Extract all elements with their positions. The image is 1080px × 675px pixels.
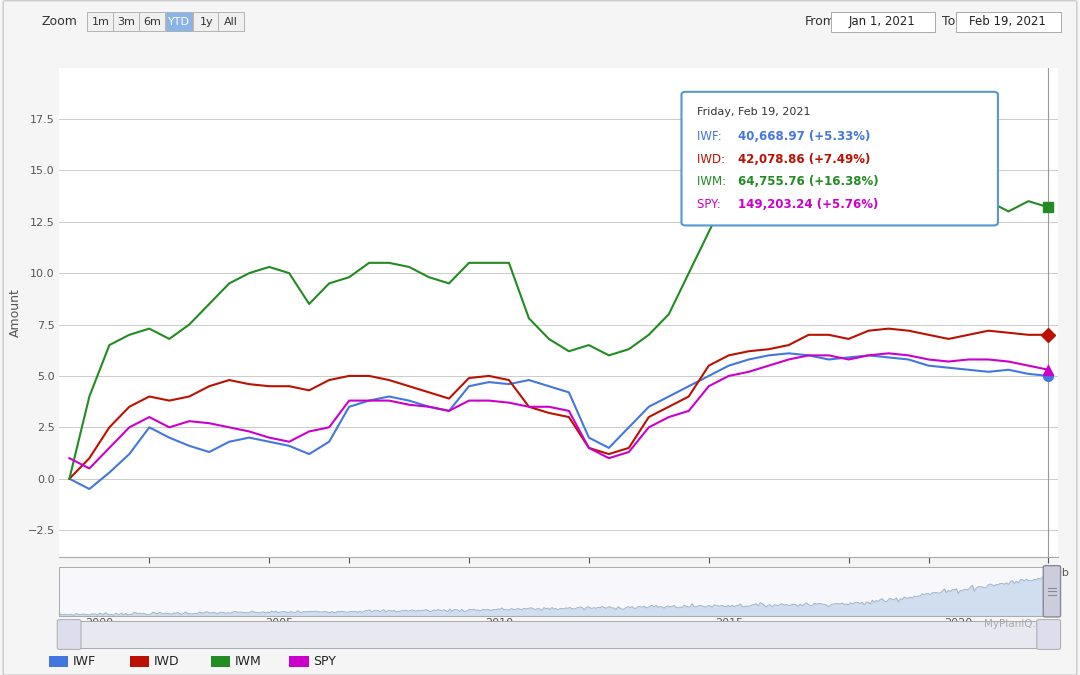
Text: ▶: ▶ (1045, 630, 1052, 639)
Text: 3m: 3m (118, 17, 135, 26)
Text: IWM: IWM (234, 655, 261, 668)
Text: Jan 1, 2021: Jan 1, 2021 (849, 15, 916, 28)
Text: 149,203.24 (+5.76%): 149,203.24 (+5.76%) (738, 198, 878, 211)
Text: Friday, Feb 19, 2021: Friday, Feb 19, 2021 (697, 107, 810, 117)
Text: IWF: IWF (72, 655, 95, 668)
Text: ◀: ◀ (66, 630, 72, 639)
Text: IWM:: IWM: (697, 176, 729, 188)
Text: 1m: 1m (92, 17, 109, 26)
Text: SPY: SPY (313, 655, 336, 668)
Text: From: From (805, 15, 836, 28)
Text: All: All (225, 17, 238, 26)
Text: 40,668.97 (+5.33%): 40,668.97 (+5.33%) (738, 130, 870, 142)
Text: SPY:: SPY: (697, 198, 724, 211)
Text: 1y: 1y (200, 17, 213, 26)
Text: 64,755.76 (+16.38%): 64,755.76 (+16.38%) (738, 176, 878, 188)
Text: 6m: 6m (144, 17, 161, 26)
Text: YTD: YTD (168, 17, 190, 26)
Text: IWD: IWD (153, 655, 179, 668)
Text: 42,078.86 (+7.49%): 42,078.86 (+7.49%) (738, 153, 870, 165)
Text: Zoom: Zoom (41, 15, 77, 28)
Text: To: To (942, 15, 955, 28)
Text: MyPlanIQ.com: MyPlanIQ.com (984, 619, 1058, 629)
Text: IWF:: IWF: (697, 130, 725, 142)
Text: Feb 19, 2021: Feb 19, 2021 (969, 15, 1047, 28)
Text: IWD:: IWD: (697, 153, 729, 165)
Y-axis label: Amount: Amount (9, 288, 22, 337)
